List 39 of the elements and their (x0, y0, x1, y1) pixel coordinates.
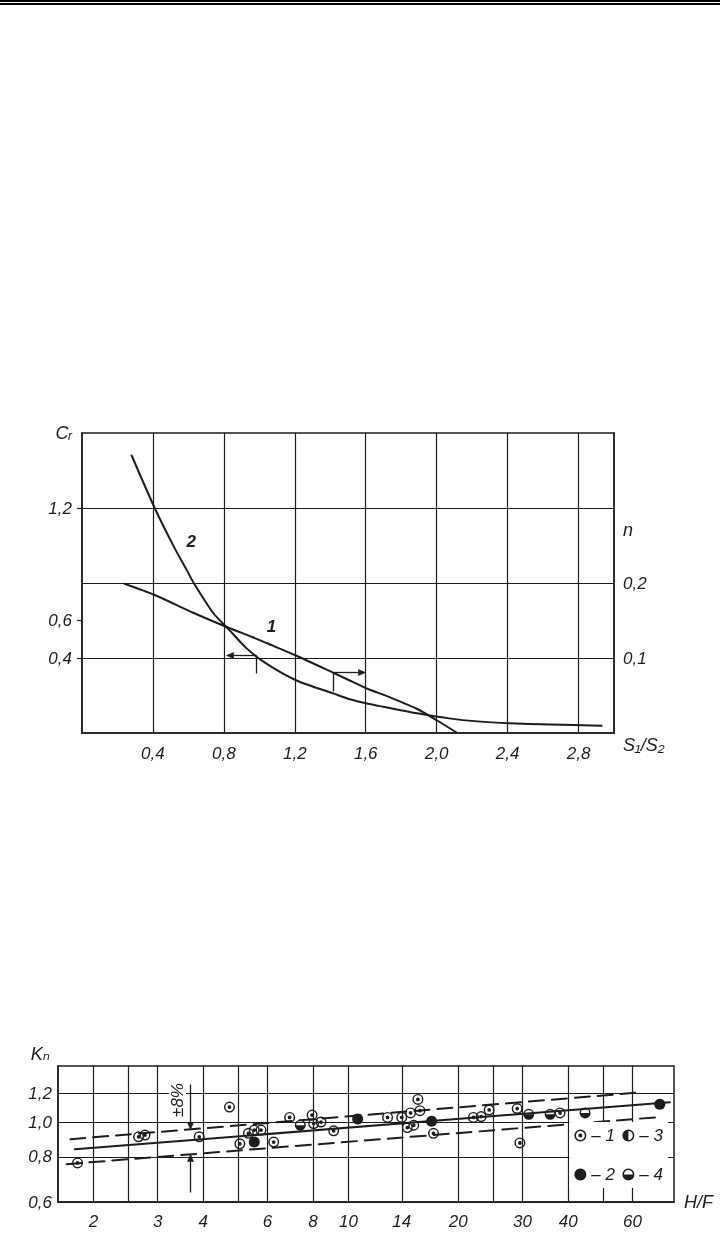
y-tick-label: 1,2 (28, 1083, 53, 1103)
y2-tick-label: 0,2 (623, 573, 648, 593)
x-tick-label: 10 (338, 1212, 359, 1231)
x-tick-label: 0,4 (141, 744, 165, 763)
x-tick-label: 30 (513, 1212, 533, 1231)
x-tick-label: 14 (392, 1212, 412, 1231)
x-tick-label: 2,0 (423, 744, 450, 763)
y-tick-label: 0,8 (28, 1147, 53, 1167)
x-tick-label: 2 (87, 1212, 99, 1231)
x-tick-label: 1,2 (282, 744, 308, 763)
y2-axis-title: n (623, 520, 634, 540)
series-label: 1 (266, 616, 277, 636)
y-tick-label: 1,2 (48, 498, 73, 518)
legend-label: – 3 (638, 1126, 664, 1145)
x-axis-title: H/F (684, 1192, 714, 1212)
x-tick-label: 0,8 (212, 744, 237, 763)
x-tick-label: 2,4 (494, 744, 520, 763)
x-tick-label: 3 (152, 1212, 163, 1231)
series-label: 2 (185, 531, 197, 551)
legend-label: – 1 (590, 1126, 616, 1145)
x-tick-label: 1,6 (353, 744, 379, 763)
y-tick-label: 1,0 (28, 1112, 53, 1132)
y-axis-title: Cᵣ (55, 423, 73, 443)
y-tick-label: 0,6 (48, 611, 73, 630)
x-tick-label: 60 (622, 1212, 643, 1231)
x-tick-label: 4 (198, 1212, 208, 1231)
y-axis-title: Kₙ (30, 1044, 50, 1064)
x-tick-label: 6 (262, 1212, 273, 1231)
x-axis-title: S₁/S₂ (623, 735, 665, 755)
legend-label: – 4 (638, 1165, 664, 1184)
x-tick-label: 20 (447, 1212, 469, 1231)
x-tick-label: 2,8 (565, 744, 591, 763)
legend-label: – 2 (590, 1165, 616, 1184)
y2-tick-label: 0,1 (623, 648, 647, 668)
y-tick-label: 0,4 (48, 648, 72, 668)
annotation: ±8% (167, 1083, 187, 1117)
x-tick-label: 8 (308, 1212, 319, 1231)
y-tick-label: 0,6 (28, 1192, 53, 1212)
x-tick-label: 40 (558, 1212, 579, 1231)
